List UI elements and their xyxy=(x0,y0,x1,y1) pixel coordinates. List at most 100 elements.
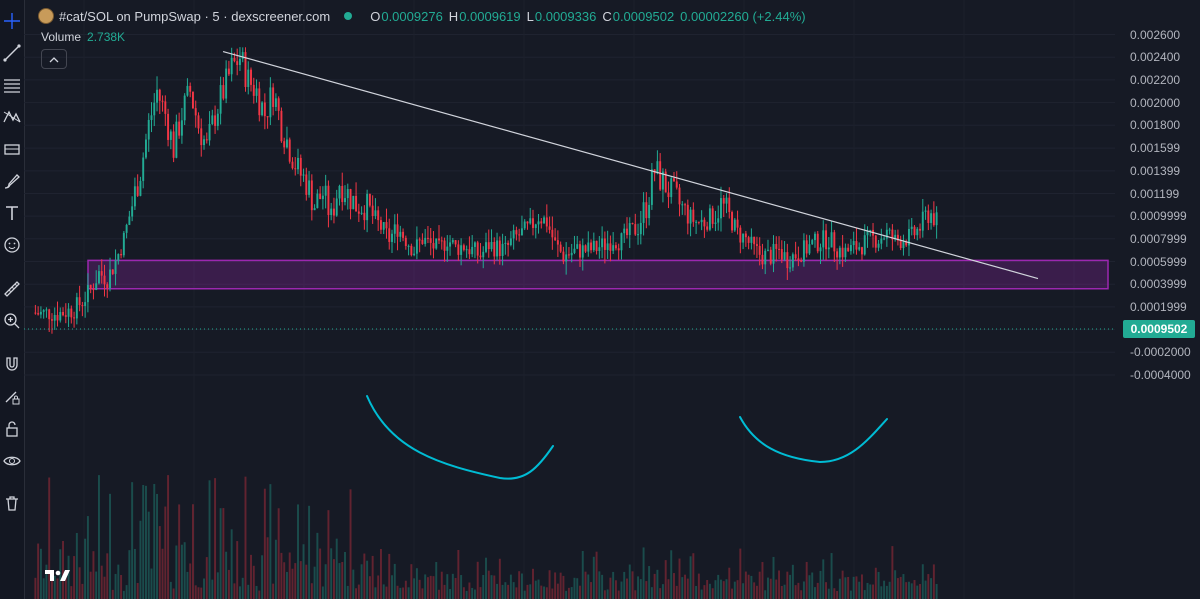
volume-bar xyxy=(396,585,399,599)
candle-body xyxy=(230,57,233,75)
magnet-icon[interactable] xyxy=(0,352,24,378)
volume-bar xyxy=(321,586,324,599)
volume-bar xyxy=(827,588,830,599)
drawings-layer xyxy=(24,50,1115,480)
candle-body xyxy=(402,231,405,238)
candle-body xyxy=(932,213,935,226)
volume-bar xyxy=(872,584,875,599)
candle-body xyxy=(64,315,67,317)
volume-bar xyxy=(349,489,352,599)
volume-bar xyxy=(863,590,866,599)
candle-body xyxy=(241,52,244,59)
annotation-curve xyxy=(739,416,888,464)
volume-bar xyxy=(720,579,722,599)
candle-body xyxy=(161,100,164,102)
volume-bar xyxy=(714,580,717,599)
candle-body xyxy=(327,185,330,216)
candle-body xyxy=(84,302,87,307)
volume-bar xyxy=(106,553,109,599)
lock-icon[interactable] xyxy=(0,416,24,442)
volume-bar xyxy=(532,568,534,599)
candle-body xyxy=(355,195,358,212)
volume-bar xyxy=(836,590,839,599)
volume-bar xyxy=(197,587,200,599)
projection-icon[interactable] xyxy=(0,136,24,162)
fib-icon[interactable] xyxy=(0,72,24,98)
volume-bar xyxy=(747,574,750,599)
low-value: 0.0009336 xyxy=(534,8,597,24)
volume-bar xyxy=(291,568,294,599)
candle-body xyxy=(711,208,714,224)
candle-body xyxy=(86,284,89,303)
candle-body xyxy=(39,311,42,315)
candle-body xyxy=(579,244,581,258)
volume-bar xyxy=(913,580,916,599)
candle-body xyxy=(501,243,504,256)
volume-bar xyxy=(191,504,194,599)
candle-body xyxy=(136,186,139,196)
volume-bar xyxy=(930,578,933,599)
volume-bar xyxy=(122,590,125,599)
pattern-icon[interactable] xyxy=(0,104,24,130)
volume-bar xyxy=(402,587,405,599)
candle-body xyxy=(529,218,532,224)
volume-bar xyxy=(800,590,803,599)
brush-icon[interactable] xyxy=(0,168,24,194)
candle-body xyxy=(916,228,919,236)
volume-bar xyxy=(736,580,739,599)
ruler-icon[interactable] xyxy=(0,276,24,302)
volume-bar xyxy=(543,586,546,599)
candle-body xyxy=(299,157,302,176)
candle-body xyxy=(659,161,662,190)
candle-body xyxy=(780,249,783,260)
trend-line-icon[interactable] xyxy=(0,40,24,66)
volume-bar xyxy=(382,584,385,599)
volume-bar xyxy=(587,574,590,599)
price-chart[interactable] xyxy=(24,0,1115,599)
candle-body xyxy=(75,297,78,319)
volume-bar xyxy=(391,575,393,599)
candle-body xyxy=(869,229,872,231)
volume-bar xyxy=(866,582,869,599)
symbol-title[interactable]: #cat/SOL on PumpSwap · 5 · dexscreener.c… xyxy=(59,8,331,24)
price-tick-label: 0.0003999 xyxy=(1130,277,1187,292)
emoji-icon[interactable] xyxy=(0,232,24,258)
volume-bar xyxy=(899,576,902,599)
volume-bar xyxy=(460,575,463,599)
candle-body xyxy=(919,228,921,231)
text-icon[interactable] xyxy=(0,200,24,226)
volume-bar xyxy=(142,484,145,599)
candle-body xyxy=(363,212,366,221)
candle-body xyxy=(935,212,938,226)
candle-body xyxy=(703,219,706,227)
volume-value: 2.738K xyxy=(87,30,126,44)
collapse-legend-button[interactable] xyxy=(41,49,67,69)
volume-bar xyxy=(294,563,297,599)
zoom-icon[interactable] xyxy=(0,308,24,334)
candle-body xyxy=(861,247,863,255)
candle-body xyxy=(739,227,742,243)
candle-body xyxy=(238,58,241,65)
candle-body xyxy=(623,228,626,234)
volume-bar xyxy=(570,587,573,599)
volume-bar xyxy=(211,579,214,599)
volume-bar xyxy=(869,584,872,599)
candle-body xyxy=(744,233,747,238)
candle-body xyxy=(584,245,587,252)
volume-bar xyxy=(410,564,413,599)
volume-bar xyxy=(482,574,485,599)
eye-icon[interactable] xyxy=(0,448,24,474)
trend-line xyxy=(222,50,1039,280)
price-axis[interactable]: 0.002600 0.002400 0.002200 0.002000 0.001800… xyxy=(1115,0,1200,599)
candle-body xyxy=(805,240,808,254)
volume-bar xyxy=(706,580,709,599)
volume-bar xyxy=(645,581,648,599)
candle-body xyxy=(114,260,117,274)
volume-bar xyxy=(175,545,178,599)
volume-bar xyxy=(435,562,438,599)
candle-body xyxy=(131,206,134,217)
candle-body xyxy=(233,57,236,62)
trash-icon[interactable] xyxy=(0,490,24,516)
lock-drawing-icon[interactable] xyxy=(0,384,24,410)
crosshair-icon[interactable] xyxy=(0,8,24,34)
